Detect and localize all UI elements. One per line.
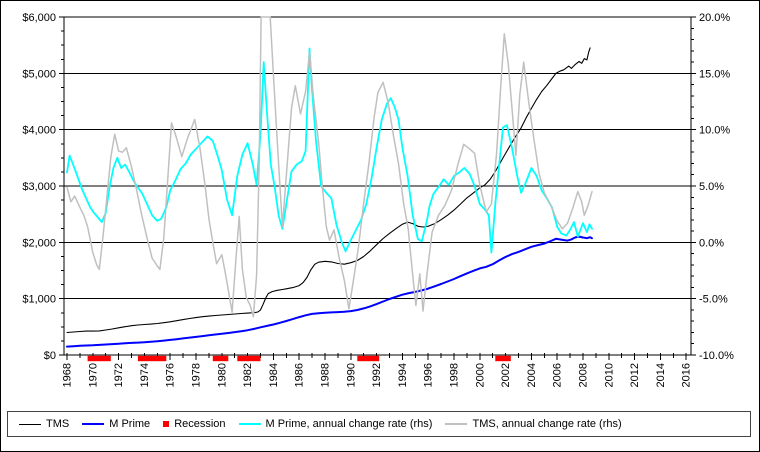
m-prime-rate-line-swatch xyxy=(238,423,261,425)
svg-text:1984: 1984 xyxy=(268,363,280,387)
chart-canvas: $0 $1,000 $2,000 $3,000 $4,000 $5,000 $6,000 -1… xyxy=(22,12,734,387)
series-0 xyxy=(66,47,591,334)
legend-item-m-prime: M Prime xyxy=(82,417,151,430)
svg-text:1988: 1988 xyxy=(320,363,332,387)
legend-item-recession: Recession xyxy=(163,417,226,430)
svg-text:-5.0%: -5.0% xyxy=(699,294,728,306)
svg-text:$4,000: $4,000 xyxy=(22,125,56,137)
svg-text:15.0%: 15.0% xyxy=(699,68,730,80)
legend-label-m-prime: M Prime xyxy=(109,417,151,430)
legend-label-tms: TMS xyxy=(46,417,70,430)
recession-square-swatch xyxy=(163,421,170,427)
tms-rate-line-swatch xyxy=(445,423,468,425)
legend-item-m-prime-rate: M Prime, annual change rate (rhs) xyxy=(238,417,433,430)
svg-text:1990: 1990 xyxy=(345,363,357,387)
svg-text:$5,000: $5,000 xyxy=(22,68,56,80)
series-1 xyxy=(66,235,593,348)
right-axis-labels: -10.0% -5.0% 0.0% 5.0% 10.0% 15.0% 20.0% xyxy=(699,12,734,362)
svg-text:$3,000: $3,000 xyxy=(22,181,56,193)
axis-ticks xyxy=(59,16,696,360)
money-supply-chart: $0 $1,000 $2,000 $3,000 $4,000 $5,000 $6,000 -1… xyxy=(22,12,734,387)
svg-text:20.0%: 20.0% xyxy=(699,12,730,24)
svg-text:$6,000: $6,000 xyxy=(22,12,56,24)
svg-text:1998: 1998 xyxy=(449,363,461,387)
svg-text:1972: 1972 xyxy=(113,363,125,387)
svg-text:$1,000: $1,000 xyxy=(22,294,56,306)
svg-text:1974: 1974 xyxy=(139,363,151,387)
legend-label-recession: Recession xyxy=(174,417,226,430)
legend-item-tms: TMS xyxy=(19,417,70,430)
svg-text:2014: 2014 xyxy=(655,363,667,387)
svg-text:2016: 2016 xyxy=(681,363,693,387)
svg-text:2006: 2006 xyxy=(552,363,564,387)
svg-text:1976: 1976 xyxy=(165,363,177,387)
svg-text:1968: 1968 xyxy=(62,363,74,387)
svg-text:2002: 2002 xyxy=(500,363,512,387)
svg-text:1986: 1986 xyxy=(294,363,306,387)
legend-item-tms-rate: TMS, annual change rate (rhs) xyxy=(445,417,622,430)
left-axis-labels: $0 $1,000 $2,000 $3,000 $4,000 $5,000 $6,000 xyxy=(22,12,56,362)
svg-text:$0: $0 xyxy=(44,350,56,362)
svg-text:5.0%: 5.0% xyxy=(699,181,724,193)
svg-text:1970: 1970 xyxy=(87,363,99,387)
legend-label-tms-rate: TMS, annual change rate (rhs) xyxy=(472,417,622,430)
svg-text:1994: 1994 xyxy=(397,363,409,387)
svg-text:2010: 2010 xyxy=(603,363,615,387)
svg-text:10.0%: 10.0% xyxy=(699,125,730,137)
recession-bars xyxy=(87,355,511,362)
x-axis-labels: 1968 1970 1972 1974 1976 1978 1980 1982 1984 1986… xyxy=(62,363,693,387)
svg-text:1978: 1978 xyxy=(191,363,203,387)
svg-text:$2,000: $2,000 xyxy=(22,237,56,249)
svg-text:0.0%: 0.0% xyxy=(699,237,724,249)
series-2 xyxy=(66,47,593,254)
series-3 xyxy=(66,16,593,318)
legend-label-m-prime-rate: M Prime, annual change rate (rhs) xyxy=(265,417,433,430)
tms-line-swatch xyxy=(19,423,41,425)
svg-text:1996: 1996 xyxy=(423,363,435,387)
m-prime-line-swatch xyxy=(82,423,105,425)
svg-text:2000: 2000 xyxy=(474,363,486,387)
svg-text:1980: 1980 xyxy=(216,363,228,387)
svg-text:2008: 2008 xyxy=(578,363,590,387)
svg-text:2012: 2012 xyxy=(629,363,641,387)
svg-text:1982: 1982 xyxy=(242,363,254,387)
svg-text:1992: 1992 xyxy=(371,363,383,387)
legend: TMS M Prime Recession M Prime, annual ch… xyxy=(7,411,751,437)
svg-text:2004: 2004 xyxy=(526,363,538,387)
svg-text:-10.0%: -10.0% xyxy=(699,350,734,362)
